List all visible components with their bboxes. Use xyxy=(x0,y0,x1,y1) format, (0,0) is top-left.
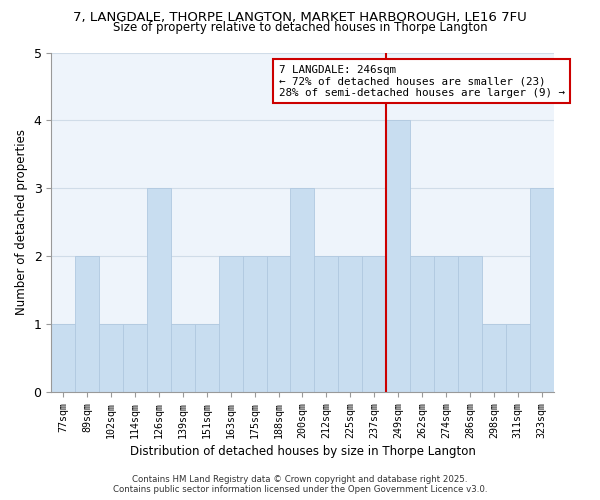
Bar xyxy=(99,324,123,392)
Bar xyxy=(482,324,506,392)
Bar xyxy=(147,188,171,392)
Bar xyxy=(195,324,219,392)
Bar xyxy=(530,188,554,392)
Bar xyxy=(458,256,482,392)
X-axis label: Distribution of detached houses by size in Thorpe Langton: Distribution of detached houses by size … xyxy=(130,444,475,458)
Bar xyxy=(51,324,75,392)
Text: 7 LANGDALE: 246sqm
← 72% of detached houses are smaller (23)
28% of semi-detache: 7 LANGDALE: 246sqm ← 72% of detached hou… xyxy=(278,64,565,98)
Bar xyxy=(290,188,314,392)
Bar xyxy=(386,120,410,392)
Text: Contains HM Land Registry data © Crown copyright and database right 2025.
Contai: Contains HM Land Registry data © Crown c… xyxy=(113,474,487,494)
Bar xyxy=(434,256,458,392)
Bar xyxy=(242,256,266,392)
Text: 7, LANGDALE, THORPE LANGTON, MARKET HARBOROUGH, LE16 7FU: 7, LANGDALE, THORPE LANGTON, MARKET HARB… xyxy=(73,11,527,24)
Bar xyxy=(171,324,195,392)
Bar xyxy=(506,324,530,392)
Text: Size of property relative to detached houses in Thorpe Langton: Size of property relative to detached ho… xyxy=(113,22,487,35)
Bar xyxy=(338,256,362,392)
Bar xyxy=(75,256,99,392)
Bar xyxy=(219,256,242,392)
Bar xyxy=(123,324,147,392)
Bar xyxy=(314,256,338,392)
Y-axis label: Number of detached properties: Number of detached properties xyxy=(15,129,28,315)
Bar xyxy=(362,256,386,392)
Bar xyxy=(410,256,434,392)
Bar xyxy=(266,256,290,392)
